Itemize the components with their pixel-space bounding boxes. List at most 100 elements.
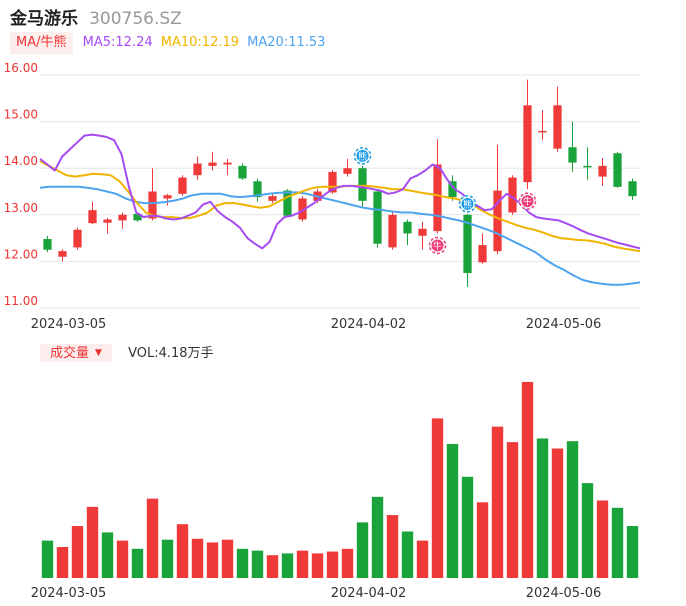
marker-dot xyxy=(521,195,534,208)
ma5-label: MA5:12.24 xyxy=(82,35,153,50)
candle xyxy=(373,189,382,248)
volume-bar xyxy=(236,548,249,578)
candle-body xyxy=(448,181,457,198)
ma-legend: MA/牛熊 MA5:12.24 MA10:12.19 MA20:11.53 xyxy=(10,32,329,54)
candle xyxy=(418,221,427,250)
candle xyxy=(223,158,232,176)
candle-body xyxy=(403,221,412,234)
stock-header: 金马游乐 300756.SZ xyxy=(10,4,182,29)
volume-bar xyxy=(206,542,219,578)
ma10-line xyxy=(39,160,641,253)
candle xyxy=(463,213,472,288)
candle-body xyxy=(88,210,97,224)
candle xyxy=(478,233,487,264)
stock-name: 金马游乐 xyxy=(10,9,78,29)
candle-body xyxy=(523,105,532,183)
candle xyxy=(343,158,352,177)
volume-legend: 成交量 ▼ VOL:4.18万手 xyxy=(40,342,214,362)
volume-bar xyxy=(371,496,384,578)
price-tick-label: 11.00 xyxy=(4,294,38,308)
volume-bar xyxy=(326,551,339,578)
candle xyxy=(283,189,292,218)
volume-date-label: 2024-04-02 xyxy=(331,586,407,601)
candle xyxy=(433,139,442,234)
volume-bar xyxy=(146,498,159,578)
candle xyxy=(493,144,502,255)
price-tick-label: 15.00 xyxy=(4,108,38,122)
volume-indicator-selector[interactable]: 成交量 ▼ xyxy=(40,344,112,362)
stock-code: 300756.SZ xyxy=(89,9,182,29)
volume-bar xyxy=(521,381,534,578)
candle xyxy=(163,193,172,206)
candle-body xyxy=(103,219,112,223)
candle xyxy=(208,151,217,171)
volume-bar xyxy=(431,418,444,578)
candle-body xyxy=(463,214,472,274)
candle xyxy=(133,213,142,222)
volume-bar xyxy=(251,550,264,578)
volume-bar xyxy=(116,540,129,578)
candle-body xyxy=(133,213,142,221)
volume-date-label: 2024-05-06 xyxy=(526,586,602,601)
volume-bar xyxy=(566,441,579,578)
candle-body xyxy=(598,165,607,177)
volume-bar xyxy=(626,526,639,578)
candle-body xyxy=(478,245,487,263)
candle-body xyxy=(193,163,202,176)
volume-bar xyxy=(176,524,189,578)
marker-dot xyxy=(461,197,474,210)
ma5-line xyxy=(39,133,641,250)
price-tick-label: 16.00 xyxy=(4,61,38,75)
volume-bar xyxy=(101,532,114,578)
volume-bar xyxy=(506,442,519,578)
candle xyxy=(508,175,517,215)
volume-bar xyxy=(131,548,144,578)
volume-bar xyxy=(581,483,594,578)
candle-body xyxy=(208,162,217,166)
volume-bar xyxy=(491,426,504,578)
bull-marker: 牛 xyxy=(428,236,447,255)
candle-body xyxy=(73,229,82,248)
candle xyxy=(73,227,82,250)
candle xyxy=(298,196,307,222)
volume-bar xyxy=(191,538,204,578)
candle xyxy=(58,249,67,262)
volume-bar xyxy=(266,555,279,578)
candle-body xyxy=(493,190,502,252)
candle xyxy=(538,109,547,141)
volume-bar xyxy=(596,500,609,578)
marker-label: 牛 xyxy=(523,196,532,208)
volume-bar xyxy=(86,506,99,578)
volume-bar xyxy=(161,539,174,578)
candle xyxy=(238,163,247,180)
candle-body xyxy=(328,171,337,193)
candle-body xyxy=(388,214,397,248)
candle-body xyxy=(283,190,292,216)
price-date-label: 2024-04-02 xyxy=(331,317,407,332)
volume-bar xyxy=(281,553,294,578)
candle-body xyxy=(568,147,577,163)
candle xyxy=(118,212,127,229)
price-date-label: 2024-03-05 xyxy=(31,317,107,332)
candle-body xyxy=(148,191,157,219)
candle xyxy=(253,178,262,202)
candle-body xyxy=(553,105,562,149)
volume-bar xyxy=(311,553,324,578)
marker-label: 牛 xyxy=(433,240,442,252)
volume-bar xyxy=(356,522,369,578)
candle-body xyxy=(343,168,352,174)
candle-body xyxy=(253,181,262,198)
volume-indicator-label: 成交量 xyxy=(50,346,90,361)
candle-body xyxy=(358,168,367,201)
price-tick-label: 12.00 xyxy=(4,247,38,261)
candle-body xyxy=(223,162,232,165)
candle-body xyxy=(268,196,277,201)
volume-bar xyxy=(341,548,354,578)
bull-marker: 牛 xyxy=(518,192,537,210)
volume-bar xyxy=(476,502,489,578)
volume-bar xyxy=(221,539,234,578)
candle xyxy=(268,193,277,204)
ma-toggle-button[interactable]: MA/牛熊 xyxy=(10,32,73,54)
candle xyxy=(523,79,532,190)
